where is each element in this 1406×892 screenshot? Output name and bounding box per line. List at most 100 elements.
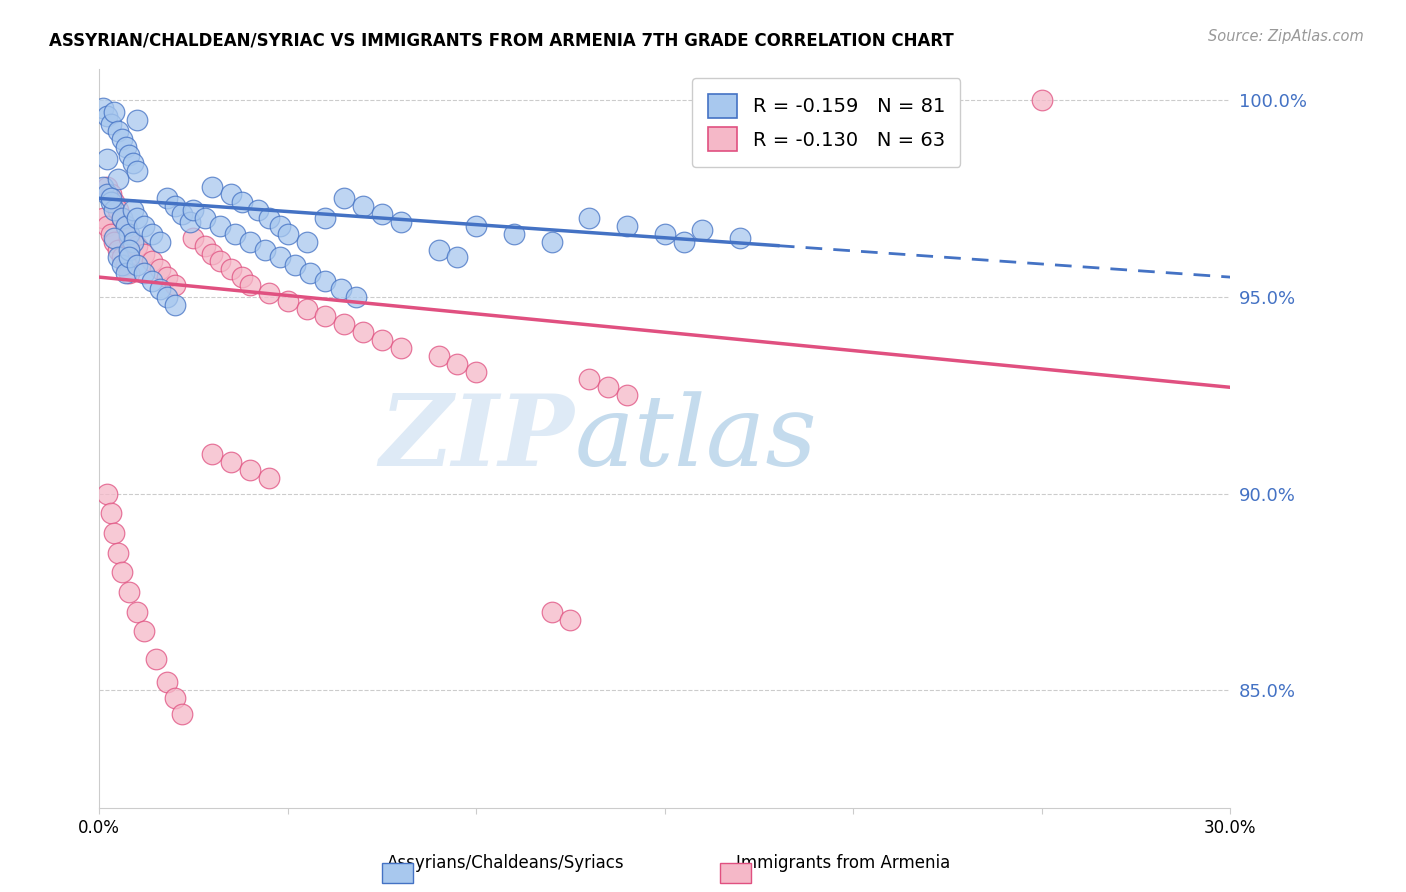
Point [257, 211, 280, 225]
Point [672, 235, 695, 249]
Point [118, 148, 141, 162]
Legend: R = -0.159   N = 81, R = -0.130   N = 63: R = -0.159 N = 81, R = -0.130 N = 63 [692, 78, 960, 167]
Text: Assyrians/Chaldeans/Syriacs: Assyrians/Chaldeans/Syriacs [387, 855, 626, 872]
Point [91, 179, 114, 194]
Point [231, 270, 253, 285]
Point [277, 227, 299, 241]
Point [503, 227, 526, 241]
Point [114, 258, 136, 272]
Point [333, 318, 356, 332]
Point [141, 254, 163, 268]
Point [269, 251, 291, 265]
Point [125, 164, 148, 178]
Point [118, 231, 141, 245]
Point [239, 463, 262, 477]
Point [208, 254, 231, 268]
Point [446, 357, 468, 371]
Point [194, 211, 217, 225]
Point [100, 227, 122, 241]
Point [103, 235, 125, 249]
Point [107, 203, 129, 218]
Point [371, 207, 394, 221]
Point [540, 235, 562, 249]
Point [103, 195, 125, 210]
Point [91, 101, 114, 115]
Point [103, 104, 125, 119]
Point [224, 227, 246, 241]
Point [254, 243, 277, 257]
Point [100, 195, 122, 210]
Point [122, 156, 145, 170]
Point [114, 219, 136, 233]
Point [540, 605, 562, 619]
Point [107, 243, 129, 257]
Point [111, 211, 134, 225]
Point [91, 211, 114, 225]
Point [239, 277, 262, 292]
Point [654, 227, 676, 241]
Point [257, 285, 280, 300]
Point [172, 706, 194, 721]
Point [148, 235, 170, 249]
Point [118, 251, 141, 265]
Point [231, 195, 253, 210]
Point [141, 274, 163, 288]
Point [616, 219, 638, 233]
Point [96, 187, 118, 202]
Point [183, 231, 205, 245]
Point [125, 605, 148, 619]
Text: ZIP: ZIP [380, 390, 574, 487]
Point [111, 251, 134, 265]
Point [329, 282, 352, 296]
Point [465, 365, 488, 379]
Text: Immigrants from Armenia: Immigrants from Armenia [737, 855, 950, 872]
Point [277, 293, 299, 308]
Point [156, 290, 179, 304]
Point [103, 525, 125, 540]
Point [96, 109, 118, 123]
Point [163, 691, 186, 706]
Point [578, 372, 600, 386]
Point [208, 219, 231, 233]
Point [352, 199, 374, 213]
Point [148, 262, 170, 277]
Point [201, 246, 224, 260]
Point [352, 325, 374, 339]
Point [114, 219, 136, 233]
Point [314, 211, 336, 225]
Point [156, 675, 179, 690]
Point [107, 124, 129, 138]
Point [163, 298, 186, 312]
Point [145, 652, 167, 666]
Point [114, 266, 136, 280]
Point [201, 179, 224, 194]
Point [284, 258, 307, 272]
Point [111, 566, 134, 580]
Point [125, 258, 148, 272]
Point [299, 266, 322, 280]
Point [427, 349, 450, 363]
Point [107, 546, 129, 560]
Point [118, 585, 141, 599]
Point [219, 262, 242, 277]
Point [183, 203, 205, 218]
Point [96, 219, 118, 233]
Point [692, 223, 714, 237]
Point [134, 246, 156, 260]
Point [134, 624, 156, 639]
Point [134, 219, 156, 233]
Point [156, 191, 179, 205]
Point [125, 112, 148, 127]
Point [118, 266, 141, 280]
Point [371, 333, 394, 347]
Point [125, 238, 148, 252]
Point [118, 227, 141, 241]
Point [96, 179, 118, 194]
Point [194, 238, 217, 252]
Point [114, 140, 136, 154]
Point [111, 132, 134, 146]
Point [118, 243, 141, 257]
Point [134, 266, 156, 280]
Point [728, 231, 751, 245]
Point [295, 235, 318, 249]
